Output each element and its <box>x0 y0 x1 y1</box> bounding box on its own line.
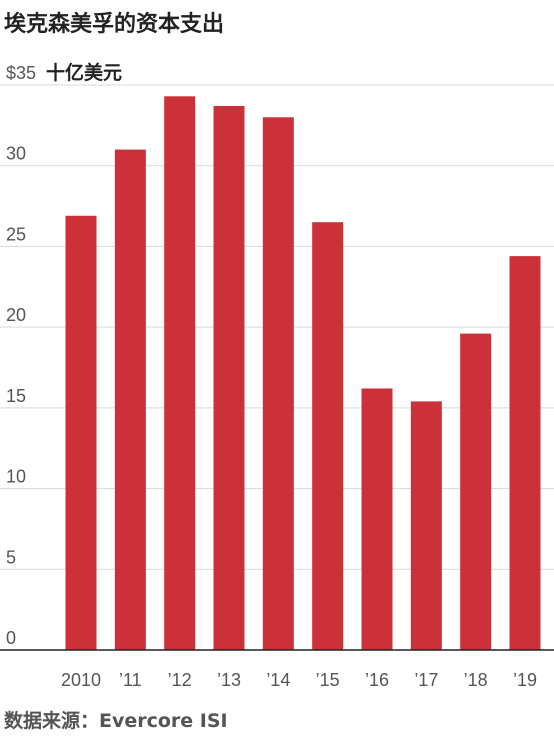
y-unit-label: 十亿美元 <box>46 61 122 84</box>
x-tick-label: ’15 <box>316 670 340 690</box>
y-tick-label: 20 <box>6 305 26 325</box>
bar <box>509 256 541 650</box>
x-tick-label: ’14 <box>266 670 290 690</box>
x-tick-label: ’17 <box>414 670 438 690</box>
bar <box>460 333 492 650</box>
bar <box>213 105 245 650</box>
bar <box>262 117 294 651</box>
bar <box>164 96 196 651</box>
source-note: 数据来源：Evercore ISI <box>4 710 228 732</box>
x-tick-label: ’13 <box>217 670 241 690</box>
chart-title: 埃克森美孚的资本支出 <box>4 12 225 37</box>
bar <box>410 401 442 650</box>
bar <box>114 149 146 651</box>
bar <box>65 215 97 650</box>
y-tick-label: 5 <box>6 547 16 567</box>
y-tick-label: 0 <box>6 628 16 648</box>
x-tick-label: ’18 <box>464 670 488 690</box>
x-tick-label: ’16 <box>365 670 389 690</box>
x-tick-label: ’11 <box>119 670 142 690</box>
x-tick-label: ’19 <box>513 670 537 690</box>
x-tick-label: ’12 <box>168 670 192 690</box>
y-tick-label: 10 <box>6 467 26 487</box>
x-tick-label: 2010 <box>61 670 101 690</box>
bar <box>361 388 393 650</box>
y-tick-label: 25 <box>6 224 26 244</box>
y-tick-label: $35 <box>6 63 36 83</box>
y-tick-label: 15 <box>6 386 26 406</box>
y-tick-label: 30 <box>6 144 26 164</box>
bar <box>312 222 344 650</box>
